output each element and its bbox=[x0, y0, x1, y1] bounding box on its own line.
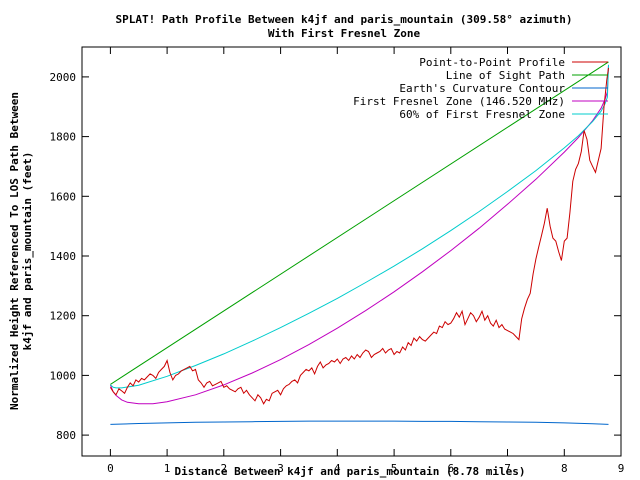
y-tick-label: 1800 bbox=[50, 131, 77, 144]
y-tick-label: 1000 bbox=[50, 369, 77, 382]
y-tick-label: 1600 bbox=[50, 190, 77, 203]
earth-curvature-series-line bbox=[110, 420, 609, 425]
x-tick-label: 6 bbox=[447, 462, 454, 475]
x-tick-label: 9 bbox=[618, 462, 625, 475]
x-tick-label: 5 bbox=[391, 462, 398, 475]
legend-item-fresnel-60: 60% of First Fresnel Zone bbox=[399, 108, 608, 121]
y-tick-label: 1200 bbox=[50, 310, 77, 323]
series-layer bbox=[109, 61, 609, 425]
x-tick-label: 8 bbox=[561, 462, 568, 475]
y-tick-label: 2000 bbox=[50, 71, 77, 84]
x-tick-label: 0 bbox=[107, 462, 114, 475]
legend-label: Point-to-Point Profile bbox=[419, 56, 565, 69]
y-axis-label-line2: k4jf and paris_mountain (feet) bbox=[21, 152, 34, 351]
x-axis: 0 1 2 3 4 5 6 7 8 9 bbox=[107, 47, 624, 475]
legend-label: Line of Sight Path bbox=[446, 69, 565, 82]
y-tick-label: 800 bbox=[56, 429, 76, 442]
fresnel-60-series-line bbox=[110, 64, 609, 389]
y-axis-label-line1: Normalized Height Referenced To LOS Path… bbox=[8, 92, 21, 410]
x-axis-label: Distance Between k4jf and paris_mountain… bbox=[175, 465, 526, 478]
legend-label: Earth's Curvature Contour bbox=[399, 82, 565, 95]
x-tick-label: 4 bbox=[334, 462, 341, 475]
legend-item-earth-curvature: Earth's Curvature Contour bbox=[399, 82, 608, 95]
x-tick-label: 3 bbox=[277, 462, 284, 475]
x-tick-label: 7 bbox=[504, 462, 511, 475]
legend-item-line-of-sight: Line of Sight Path bbox=[446, 69, 608, 82]
y-axis-title: Normalized Height Referenced To LOS Path… bbox=[8, 92, 34, 410]
y-tick-label: 1400 bbox=[50, 250, 77, 263]
chart-title: SPLAT! Path Profile Between k4jf and par… bbox=[116, 13, 573, 26]
plot-frame bbox=[81, 46, 622, 457]
profile-series-line bbox=[109, 67, 609, 405]
chart-subtitle: With First Fresnel Zone bbox=[268, 27, 421, 40]
x-tick-label: 2 bbox=[220, 462, 227, 475]
legend-label: First Fresnel Zone (146.520 MHz) bbox=[353, 95, 565, 108]
line-of-sight-series-line bbox=[110, 61, 609, 385]
y-axis: 800 1000 1200 1400 1600 1800 2000 bbox=[50, 71, 621, 442]
legend-label: 60% of First Fresnel Zone bbox=[399, 108, 565, 121]
legend-item-profile: Point-to-Point Profile bbox=[419, 56, 608, 69]
x-tick-label: 1 bbox=[164, 462, 171, 475]
legend-item-fresnel-zone: First Fresnel Zone (146.520 MHz) bbox=[353, 95, 608, 108]
